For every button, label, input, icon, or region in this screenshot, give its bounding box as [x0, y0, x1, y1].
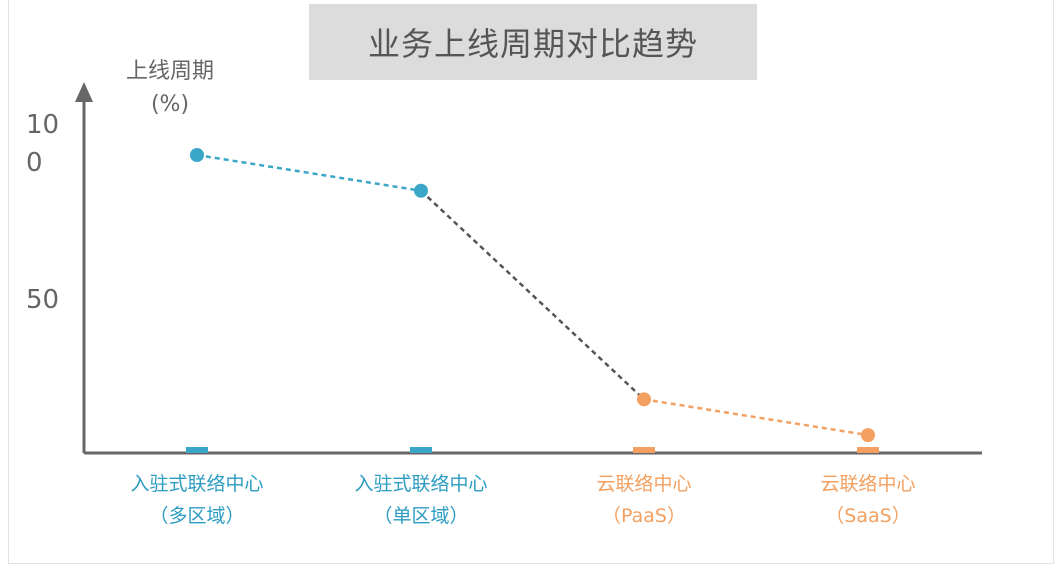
- x-category-marker: [633, 447, 655, 453]
- x-category-label: （单区域）: [373, 505, 468, 527]
- x-category-label: 入驻式联络中心: [130, 473, 263, 495]
- chart-title: 业务上线周期对比趋势: [309, 4, 757, 80]
- x-category-label: （SaaS）: [825, 505, 910, 527]
- y-axis-label-line: 上线周期: [126, 59, 214, 84]
- data-point: [414, 183, 428, 198]
- x-category-label: （PaaS）: [602, 505, 686, 527]
- x-category-labels: 入驻式联络中心 （多区域） 入驻式联络中心 （单区域） 云联络中心 （PaaS） 云联络中心…: [130, 473, 915, 527]
- series-points: [190, 148, 875, 443]
- series-line-segment: [420, 189, 645, 401]
- y-axis-label-line: (%): [151, 92, 189, 117]
- y-axis-label: 上线周期 (%): [126, 59, 214, 117]
- y-tick-labels: 10 0 50: [26, 110, 59, 315]
- x-category-marker: [857, 447, 879, 453]
- series-line-segment: [196, 153, 422, 192]
- series-line-segment: [643, 398, 869, 437]
- y-tick-label: 50: [26, 285, 59, 315]
- x-category-label: （多区域）: [149, 505, 244, 527]
- chart-frame: [8, 0, 1054, 564]
- y-tick-label: 10: [26, 110, 59, 140]
- x-category-marker: [410, 447, 432, 453]
- data-point: [861, 428, 875, 443]
- series-lines: [196, 153, 869, 437]
- x-category-markers: [186, 447, 879, 453]
- y-axis-arrow-icon: [75, 82, 93, 102]
- x-category-label: 入驻式联络中心: [354, 473, 487, 495]
- x-category-label: 云联络中心: [596, 473, 691, 495]
- x-category-label: 云联络中心: [820, 473, 915, 495]
- y-tick-label: 0: [26, 148, 43, 178]
- chart-axes: [75, 82, 982, 455]
- data-point: [637, 392, 651, 407]
- data-point: [190, 148, 204, 162]
- x-category-marker: [186, 447, 208, 453]
